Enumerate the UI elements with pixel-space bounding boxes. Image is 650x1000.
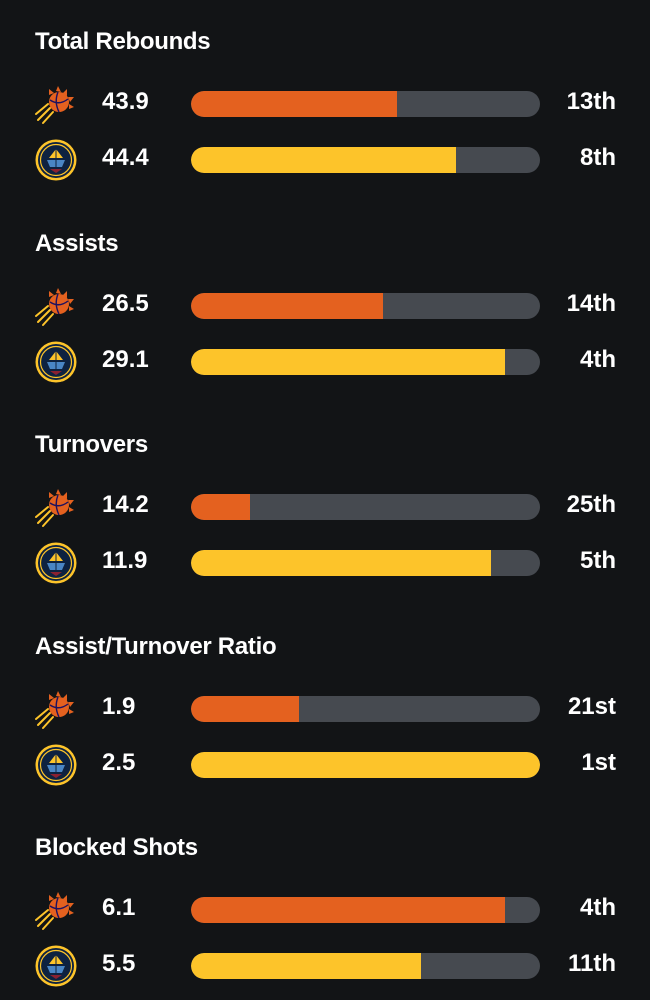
team-row-nuggets: 5.5 11th	[0, 944, 650, 987]
suns-logo-icon	[34, 888, 78, 932]
stat-title: Assists	[35, 230, 119, 257]
stat-bar-fill	[191, 696, 300, 722]
team-row-nuggets: 44.4 8th	[0, 138, 650, 181]
stat-value: 14.2	[102, 491, 149, 518]
stat-bar-track	[191, 897, 540, 923]
stat-value: 26.5	[102, 290, 149, 317]
league-rank: 11th	[567, 950, 616, 977]
league-rank: 4th	[580, 346, 616, 373]
team-row-suns: 6.1 4th	[0, 888, 650, 930]
league-rank: 25th	[566, 491, 616, 518]
stat-bar-track	[191, 752, 540, 778]
team-row-nuggets: 29.1 4th	[0, 340, 650, 383]
stat-bar-track	[191, 349, 540, 375]
stat-bar-fill	[191, 953, 422, 979]
suns-logo-icon	[34, 284, 78, 328]
stat-value: 2.5	[102, 749, 136, 776]
league-rank: 1st	[581, 749, 616, 776]
stat-title: Total Rebounds	[35, 28, 211, 55]
league-rank: 13th	[566, 88, 616, 115]
league-rank: 5th	[580, 547, 616, 574]
stat-value: 29.1	[102, 346, 149, 373]
stat-bar-track	[191, 293, 540, 319]
nuggets-logo-icon	[34, 138, 78, 182]
league-rank: 21st	[567, 693, 616, 720]
league-rank: 4th	[580, 894, 616, 921]
stat-title: Blocked Shots	[35, 834, 198, 861]
stat-bar-track	[191, 494, 540, 520]
stat-value: 43.9	[102, 88, 149, 115]
stat-value: 44.4	[102, 144, 149, 171]
stat-bar-track	[191, 91, 540, 117]
stat-bar-track	[191, 147, 540, 173]
stat-bar-track	[191, 953, 540, 979]
stat-bar-track	[191, 550, 540, 576]
stat-bar-fill	[191, 494, 251, 520]
league-rank: 14th	[566, 290, 616, 317]
stat-bar-fill	[191, 897, 506, 923]
league-rank: 8th	[580, 144, 616, 171]
suns-logo-icon	[34, 82, 78, 126]
team-row-nuggets: 2.5 1st	[0, 743, 650, 786]
stat-value: 5.5	[102, 950, 136, 977]
stat-bar-fill	[191, 752, 540, 778]
nuggets-logo-icon	[34, 541, 78, 585]
nuggets-logo-icon	[34, 340, 78, 384]
team-row-suns: 14.2 25th	[0, 485, 650, 527]
team-row-suns: 43.9 13th	[0, 82, 650, 124]
stat-value: 6.1	[102, 894, 136, 921]
stat-bar-fill	[191, 147, 457, 173]
suns-logo-icon	[34, 485, 78, 529]
stat-bar-track	[191, 696, 540, 722]
stat-bar-fill	[191, 293, 383, 319]
stat-bar-fill	[191, 550, 492, 576]
team-row-suns: 1.9 21st	[0, 687, 650, 729]
stat-title: Turnovers	[35, 431, 148, 458]
nuggets-logo-icon	[34, 944, 78, 988]
nuggets-logo-icon	[34, 743, 78, 787]
team-row-suns: 26.5 14th	[0, 284, 650, 326]
team-row-nuggets: 11.9 5th	[0, 541, 650, 584]
stat-value: 11.9	[102, 547, 148, 574]
stat-bar-fill	[191, 349, 506, 375]
stat-bar-fill	[191, 91, 397, 117]
stat-title: Assist/Turnover Ratio	[35, 633, 277, 660]
suns-logo-icon	[34, 687, 78, 731]
stat-value: 1.9	[102, 693, 136, 720]
